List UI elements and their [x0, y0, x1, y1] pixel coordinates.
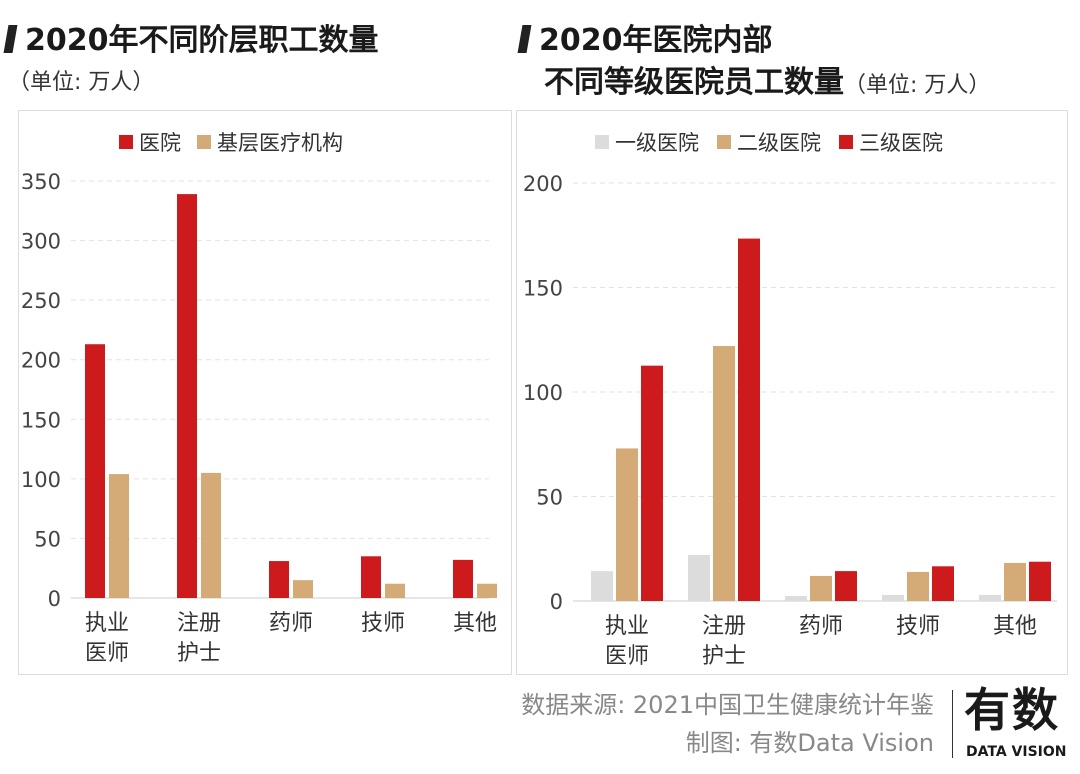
legend-swatch	[717, 135, 731, 149]
legend-swatch	[595, 135, 609, 149]
bar-二级医院-技师	[907, 571, 929, 601]
x-tick-label: 医师	[605, 644, 649, 669]
x-tick-label: 执业	[605, 614, 649, 639]
legend-swatch	[119, 135, 133, 149]
bar-基层医疗机构-其他	[477, 583, 497, 598]
right-title-line1: 2020年医院内部	[539, 23, 773, 58]
x-tick-label: 技师	[361, 611, 405, 636]
right-chart-title-2: 不同等级医院员工数量（单位: 万人）	[544, 64, 990, 102]
bar-二级医院-其他	[1004, 562, 1026, 601]
logo-divider	[952, 690, 953, 758]
x-tick-label: 护士	[177, 641, 221, 666]
bar-一级医院-其他	[979, 594, 1001, 601]
bar-基层医疗机构-药师	[293, 580, 313, 598]
bar-一级医院-执业医师	[591, 571, 613, 601]
legend-swatch	[839, 135, 853, 149]
y-tick-label: 150	[21, 408, 61, 432]
y-tick-label: 250	[21, 289, 61, 313]
logo: 有数	[964, 683, 1060, 737]
bar-医院-药师	[269, 561, 289, 598]
x-tick-label: 注册	[177, 611, 221, 636]
bar-一级医院-药师	[785, 595, 807, 601]
legend-label: 三级医院	[859, 131, 943, 155]
x-tick-label: 医师	[85, 641, 129, 666]
right-chart-panel: 0 50 100 150 200 执业医师 注册护士 药师 技师 其他 一级医院 二级医院 三级医院	[516, 110, 1068, 675]
bar-二级医院-执业医师	[616, 448, 638, 601]
x-tick-label: 其他	[993, 614, 1037, 639]
title-marker	[517, 25, 532, 53]
right-unit: （单位: 万人）	[844, 73, 991, 98]
bar-医院-注册护士	[177, 194, 197, 598]
legend-label: 二级医院	[737, 131, 821, 155]
bar-三级医院-技师	[932, 566, 954, 601]
y-tick-label: 150	[523, 277, 563, 301]
bar-三级医院-注册护士	[738, 238, 760, 601]
bar-医院-其他	[453, 559, 473, 598]
left-chart-title: 2020年不同阶层职工数量	[3, 22, 379, 60]
bar-三级医院-其他	[1029, 561, 1051, 601]
x-tick-label: 药师	[799, 614, 843, 639]
x-tick-label: 执业	[85, 611, 129, 636]
legend-swatch	[197, 135, 211, 149]
legend-label: 基层医疗机构	[217, 131, 343, 155]
y-tick-label: 350	[21, 170, 61, 194]
x-tick-label: 药师	[269, 611, 313, 636]
left-title-text: 2020年不同阶层职工数量	[25, 23, 379, 58]
bar-一级医院-技师	[882, 594, 904, 601]
logo-subtitle: DATA VISION	[966, 744, 1067, 760]
right-chart-title: 2020年医院内部	[517, 22, 773, 60]
x-tick-label: 注册	[702, 614, 746, 639]
y-tick-label: 50	[34, 527, 61, 551]
bar-基层医疗机构-执业医师	[109, 474, 129, 598]
y-tick-label: 200	[523, 172, 563, 196]
bar-基层医疗机构-注册护士	[201, 472, 221, 598]
y-tick-label: 0	[550, 590, 563, 614]
x-tick-label: 护士	[702, 644, 746, 669]
bar-医院-执业医师	[85, 344, 105, 598]
chart-credit: 制图: 有数Data Vision	[685, 729, 934, 757]
bar-三级医院-执业医师	[641, 365, 663, 601]
legend-label: 一级医院	[615, 131, 699, 155]
y-tick-label: 0	[48, 587, 61, 611]
y-tick-label: 100	[21, 468, 61, 492]
y-tick-label: 100	[523, 381, 563, 405]
left-unit: （单位: 万人）	[8, 70, 155, 95]
y-tick-label: 200	[21, 349, 61, 373]
title-marker	[3, 25, 18, 53]
bar-医院-技师	[361, 556, 381, 598]
x-tick-label: 其他	[453, 611, 497, 636]
bar-一级医院-注册护士	[688, 555, 710, 601]
bar-二级医院-药师	[810, 575, 832, 601]
legend-label: 医院	[139, 131, 181, 155]
y-tick-label: 300	[21, 230, 61, 254]
right-title-line2: 不同等级医院员工数量	[544, 65, 844, 100]
left-chart-panel: 0 50 100 150 200 250 300 350 执业医师 注册护士 药师 技师 其他 医院 基层医…	[18, 110, 512, 675]
y-tick-label: 50	[536, 486, 563, 510]
x-tick-label: 技师	[896, 614, 940, 639]
bar-二级医院-注册护士	[713, 346, 735, 601]
bar-三级医院-药师	[835, 571, 857, 601]
bar-基层医疗机构-技师	[385, 583, 405, 598]
data-source: 数据来源: 2021中国卫生健康统计年鉴	[521, 691, 934, 719]
